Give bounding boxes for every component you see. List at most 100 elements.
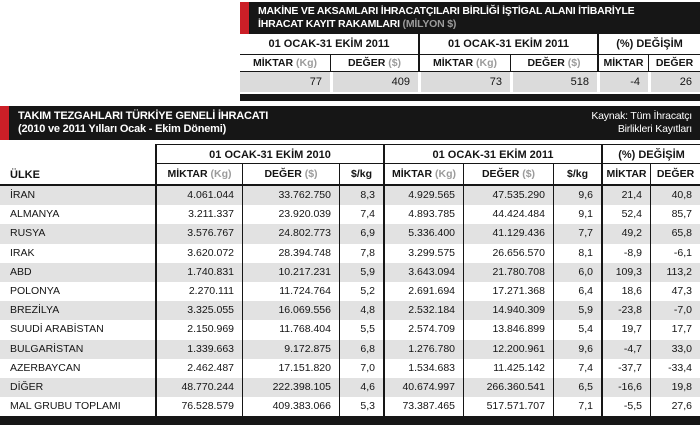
country-cell: DİĞER bbox=[0, 377, 155, 398]
table1-subheader-deger-change: DEĞER bbox=[648, 54, 700, 72]
value-cell: 27,6 bbox=[650, 397, 700, 417]
value-cell: 6,4 bbox=[553, 281, 601, 302]
value-cell: 409 bbox=[330, 71, 418, 92]
unit-kg: (Kg) bbox=[295, 56, 317, 69]
value-cell: 2.150.969 bbox=[155, 320, 242, 340]
country-cell: POLONYA bbox=[0, 281, 155, 302]
value-cell: 517.571.707 bbox=[463, 397, 553, 417]
subheader-miktar-2010: MİKTAR (Kg) bbox=[155, 164, 242, 184]
value-cell: 23.920.039 bbox=[242, 205, 339, 225]
table2-title-bar: TAKIM TEZGAHLARI TÜRKİYE GENELİ İHRACATI… bbox=[0, 106, 700, 140]
value-cell: 9,6 bbox=[553, 186, 601, 206]
value-cell: -4,7 bbox=[601, 339, 650, 359]
value-cell: 40.674.997 bbox=[383, 377, 463, 398]
unit-kg: (Kg) bbox=[475, 56, 497, 69]
table2-title-line2: (2010 ve 2011 Yılları Ocak - Ekim Dönemi… bbox=[18, 123, 227, 135]
country-cell: ALMANYA bbox=[0, 205, 155, 225]
value-cell: 9,6 bbox=[553, 339, 601, 359]
value-cell: 48.770.244 bbox=[155, 377, 242, 398]
value-cell: 28.394.748 bbox=[242, 243, 339, 263]
table1-title: MAKİNE VE AKSAMLARI İHRACATÇILARI BİRLİĞ… bbox=[249, 2, 700, 34]
value-cell: 6,9 bbox=[339, 224, 383, 244]
value-cell: 7,8 bbox=[339, 243, 383, 263]
table1-column-group-change: (%) DEĞİŞİM bbox=[597, 33, 700, 55]
country-cell: AZERBAYCAN bbox=[0, 358, 155, 378]
value-cell: 2.270.111 bbox=[155, 281, 242, 302]
value-cell: 24.802.773 bbox=[242, 224, 339, 244]
unit-dollar: ($) bbox=[567, 56, 581, 69]
column-header-country: ÜLKE bbox=[10, 169, 40, 181]
subheader-miktar-2011: MİKTAR (Kg) bbox=[383, 164, 463, 184]
table1-subheader-deger-1: DEĞER ($) bbox=[330, 54, 418, 72]
value-cell: 222.398.105 bbox=[242, 377, 339, 398]
table1-title-line2: İHRACAT KAYIT RAKAMLARI (MİLYON $) bbox=[258, 17, 457, 30]
value-cell: 10.217.231 bbox=[242, 262, 339, 282]
value-cell: 4,8 bbox=[339, 301, 383, 321]
value-cell: 73.387.465 bbox=[383, 397, 463, 417]
exports-table-header: ÜLKE 01 OCAK-31 EKİM 2010 01 OCAK-31 EKİ… bbox=[0, 144, 700, 186]
country-cell: İRAN bbox=[0, 186, 155, 206]
value-cell: 5.336.400 bbox=[383, 224, 463, 244]
value-cell: 1.339.663 bbox=[155, 339, 242, 359]
value-cell: 7,7 bbox=[553, 224, 601, 244]
value-cell: -33,4 bbox=[650, 358, 700, 378]
value-cell: -8,9 bbox=[601, 243, 650, 263]
value-cell: 6,5 bbox=[553, 377, 601, 398]
value-cell: 44.424.484 bbox=[463, 205, 553, 225]
country-cell: BULGARİSTAN bbox=[0, 339, 155, 359]
value-cell: 17.151.820 bbox=[242, 358, 339, 378]
source-line1: Kaynak: Tüm İhracatçı bbox=[591, 109, 692, 122]
value-cell: 33,0 bbox=[650, 339, 700, 359]
value-cell: -6,1 bbox=[650, 243, 700, 263]
value-cell: 12.200.961 bbox=[463, 339, 553, 359]
red-accent-bar bbox=[240, 2, 249, 34]
value-cell: 3.620.072 bbox=[155, 243, 242, 263]
table2-title: TAKIM TEZGAHLARI TÜRKİYE GENELİ İHRACATI… bbox=[9, 106, 700, 140]
value-cell: 73 bbox=[418, 71, 510, 92]
value-cell: 1.534.683 bbox=[383, 358, 463, 378]
value-cell: 1.276.780 bbox=[383, 339, 463, 359]
value-cell: 4.929.565 bbox=[383, 186, 463, 206]
value-cell: 17,7 bbox=[650, 320, 700, 340]
table1-title-unit: (MİLYON $) bbox=[402, 17, 457, 30]
value-cell: 5,3 bbox=[339, 397, 383, 417]
value-cell: -7,0 bbox=[650, 301, 700, 321]
column-group-change: (%) DEĞİŞİM bbox=[601, 144, 700, 164]
value-cell: 6,8 bbox=[339, 339, 383, 359]
subheader-deger-2011: DEĞER ($) bbox=[463, 164, 553, 184]
table1-subheader-deger-2: DEĞER ($) bbox=[510, 54, 597, 72]
unit-dollar: ($) bbox=[388, 56, 402, 69]
value-cell: 113,2 bbox=[650, 262, 700, 282]
value-cell: -4 bbox=[597, 71, 648, 92]
value-cell: 47.535.290 bbox=[463, 186, 553, 206]
table2-source-note: Kaynak: Tüm İhracatçı Birlikleri Kayıtla… bbox=[591, 110, 692, 136]
value-cell: 26 bbox=[648, 71, 700, 92]
exports-table-body: İRAN 4.061.044 33.762.750 8,3 4.929.565 47.53… bbox=[0, 186, 700, 417]
country-cell: BREZİLYA bbox=[0, 301, 155, 321]
value-cell: 7,4 bbox=[553, 358, 601, 378]
value-cell: 6,0 bbox=[553, 262, 601, 282]
source-line2: Birlikleri Kayıtları bbox=[617, 123, 692, 135]
value-cell: 2.462.487 bbox=[155, 358, 242, 378]
table2-title-left: TAKIM TEZGAHLARI TÜRKİYE GENELİ İHRACATI… bbox=[18, 110, 268, 137]
table1-bottom-rule bbox=[240, 93, 700, 101]
country-cell: IRAK bbox=[0, 243, 155, 263]
value-cell: 11.768.404 bbox=[242, 320, 339, 340]
value-cell: 2.691.694 bbox=[383, 281, 463, 302]
unit-dollar: ($) bbox=[304, 168, 318, 180]
value-cell: 21,4 bbox=[601, 186, 650, 206]
column-group-2010: 01 OCAK-31 EKİM 2010 bbox=[155, 144, 383, 164]
value-cell: 21.780.708 bbox=[463, 262, 553, 282]
unit-kg: (Kg) bbox=[434, 168, 456, 180]
value-cell: 11.425.142 bbox=[463, 358, 553, 378]
value-cell: -16,6 bbox=[601, 377, 650, 398]
value-cell: -37,7 bbox=[601, 358, 650, 378]
value-cell: 3.299.575 bbox=[383, 243, 463, 263]
value-cell: 8,1 bbox=[553, 243, 601, 263]
red-accent-bar bbox=[0, 106, 9, 140]
value-cell: 2.532.184 bbox=[383, 301, 463, 321]
value-cell: 47,3 bbox=[650, 281, 700, 302]
value-cell: 4,6 bbox=[339, 377, 383, 398]
value-cell: 11.724.764 bbox=[242, 281, 339, 302]
